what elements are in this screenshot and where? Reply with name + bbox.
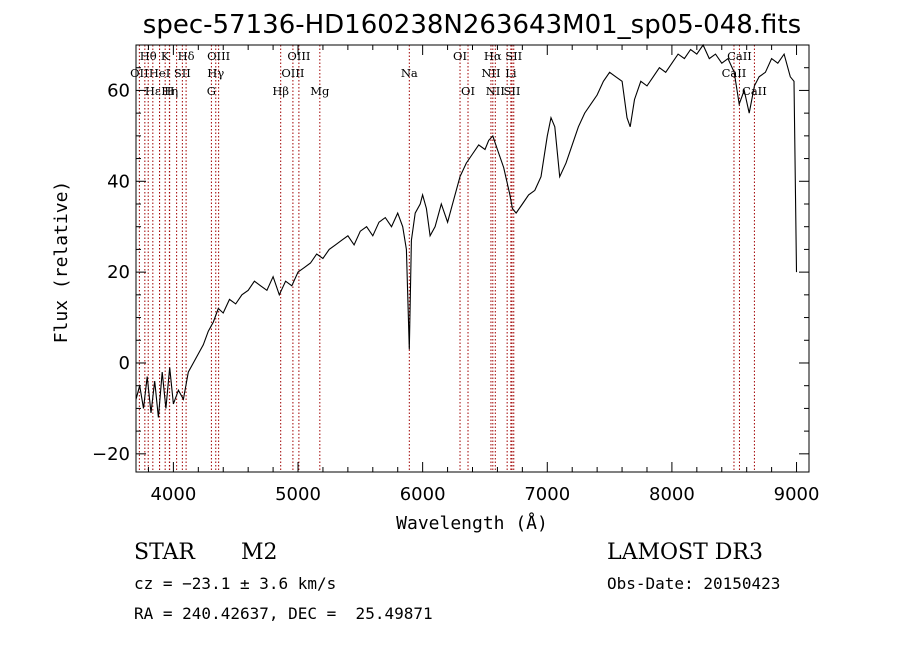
- y-tick-label: −20: [92, 444, 130, 465]
- spectral-line-label: SII: [504, 84, 521, 98]
- spectral-line-label: OIII: [207, 49, 230, 63]
- y-tick-label: 20: [107, 262, 130, 283]
- x-tick-label: 8000: [649, 484, 695, 505]
- spectral-line-label: HeI: [149, 66, 170, 80]
- spectral-line-label: OI: [453, 49, 467, 63]
- spectral-line-label: Hε: [145, 84, 161, 98]
- spectral-line-label: OI: [461, 84, 475, 98]
- y-axis: −20 0 20 40 60: [92, 44, 809, 465]
- y-axis-label: Flux (relative): [51, 181, 72, 344]
- x-tick-label: 5000: [275, 484, 321, 505]
- x-tick-label: 4000: [150, 484, 196, 505]
- spectral-line-label: NII: [481, 66, 500, 80]
- spectral-line-label: Hη: [161, 84, 178, 98]
- object-type: STAR: [134, 540, 195, 565]
- spectral-line-label: NII: [486, 84, 505, 98]
- spectral-line-markers: [138, 45, 755, 472]
- y-tick-label: 60: [107, 80, 130, 101]
- spectral-line-label: CaII: [727, 49, 752, 63]
- spectrum-series-line: [135, 43, 798, 418]
- spectral-line-label: Hα: [484, 49, 502, 63]
- spectral-line-label: Hδ: [178, 49, 195, 63]
- spectral-line-label: Hθ: [140, 49, 157, 63]
- x-tick-label: 9000: [774, 484, 820, 505]
- spectral-line-label: Hβ: [272, 84, 289, 98]
- spectral-line-label: Na: [401, 66, 418, 80]
- spectral-line-label: Hγ: [207, 66, 224, 80]
- spectral-line-label: Mg: [310, 84, 330, 98]
- x-axis: 4000 5000 6000 7000 8000 9000: [147, 45, 820, 505]
- spectral-line-label: SII: [505, 49, 522, 63]
- spectral-line-label: CaII: [742, 84, 767, 98]
- spectral-line-label: Li: [505, 66, 517, 80]
- spectral-line-label: K: [161, 49, 170, 63]
- x-tick-label: 6000: [400, 484, 446, 505]
- velocity-readout: cz = −23.1 ± 3.6 km/s: [134, 574, 337, 593]
- chart-title: spec-57136-HD160238N263643M01_sp05-048.f…: [143, 10, 801, 40]
- subclass: M2: [241, 540, 278, 565]
- plot-frame: [135, 44, 810, 473]
- spectral-line-label: G: [207, 84, 216, 98]
- spectral-line-label: OIII: [287, 49, 310, 63]
- x-tick-label: 7000: [524, 484, 570, 505]
- spectral-line-label: OII: [130, 66, 149, 80]
- obs-date: Obs-Date: 20150423: [607, 574, 781, 593]
- x-axis-label: Wavelength (Å): [396, 512, 548, 534]
- survey-name: LAMOST DR3: [607, 540, 763, 565]
- spectral-line-label: SII: [174, 66, 191, 80]
- spectral-line-label: OIII: [281, 66, 304, 80]
- spectral-line-label: H: [164, 84, 174, 98]
- coordinates-readout: RA = 240.42637, DEC = 25.49871: [134, 604, 433, 623]
- y-tick-label: 0: [119, 353, 130, 374]
- y-tick-label: 40: [107, 171, 130, 192]
